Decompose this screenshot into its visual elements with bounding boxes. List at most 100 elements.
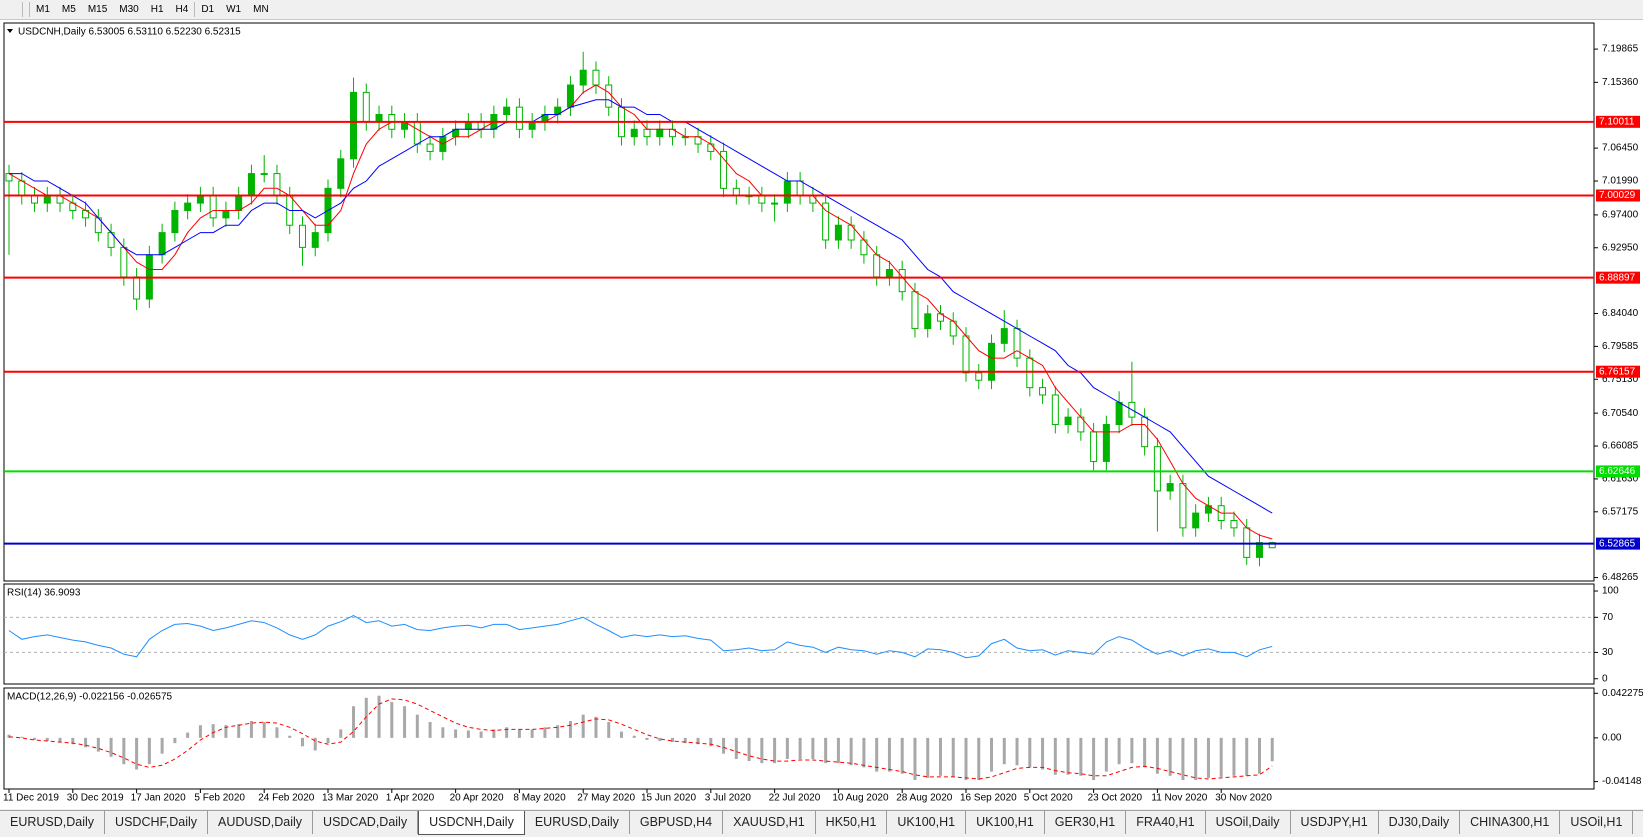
macd-bar <box>938 737 942 776</box>
chart-tab[interactable]: GBPUSD,H4 <box>630 811 724 834</box>
macd-bar <box>428 722 432 738</box>
y-tick-label: 100 <box>1602 586 1619 597</box>
chart-tab[interactable]: UK100,H1 <box>887 811 967 834</box>
macd-bar <box>862 737 866 768</box>
macd-bar <box>1194 737 1198 781</box>
macd-bar <box>990 737 994 772</box>
candle-body <box>579 69 587 86</box>
candle-body <box>18 180 26 197</box>
timeframe-button[interactable]: M5 <box>61 4 76 15</box>
chart-tab[interactable]: USOil,H1 <box>1560 811 1634 834</box>
macd-bar <box>785 737 789 759</box>
plot-area <box>4 615 1594 659</box>
panel-frame <box>3 687 1595 790</box>
macd-bar <box>1181 737 1185 781</box>
macd-bar <box>530 729 534 738</box>
macd-bar <box>403 706 407 738</box>
x-tick-label: 8 May 2020 <box>513 793 566 804</box>
candle-body <box>1102 424 1110 462</box>
macd-bar <box>619 731 623 738</box>
macd-bar <box>466 730 470 738</box>
chart-tab[interactable]: AUDUSD,Daily <box>208 811 314 834</box>
level-label: 6.76157 <box>1599 366 1636 377</box>
macd-bar <box>900 737 904 774</box>
macd-bar <box>824 737 828 764</box>
timeframe-button[interactable]: M1 <box>29 2 56 17</box>
candle-body <box>1026 357 1034 389</box>
y-tick-label: 70 <box>1602 612 1614 623</box>
candle-body <box>1255 542 1263 558</box>
macd-bar <box>1130 737 1134 764</box>
candle-body <box>1000 328 1008 344</box>
candle-body <box>898 269 906 293</box>
candle-body <box>222 209 230 219</box>
macd-bar <box>1143 737 1147 768</box>
chart-tab[interactable]: USDCAD,Daily <box>313 811 419 834</box>
macd-bar <box>722 737 726 754</box>
timeframe-button[interactable]: D1 <box>194 2 220 17</box>
candle-body <box>413 121 421 145</box>
chart-tab[interactable]: USOil,Daily <box>1206 811 1291 834</box>
timeframe-button[interactable]: W1 <box>226 4 242 15</box>
candle-body <box>1090 431 1098 462</box>
level-label: 7.00029 <box>1599 190 1636 201</box>
macd-bar <box>198 725 202 738</box>
candle-body <box>31 195 39 204</box>
chart-tab[interactable]: UK100,H1 <box>966 811 1045 834</box>
level-label-box <box>1596 189 1640 202</box>
timeframe-button[interactable]: MN <box>253 4 269 15</box>
macd-bar <box>556 725 560 738</box>
chart-tab[interactable]: USDCNH,Daily <box>418 811 525 835</box>
candle-body <box>1268 542 1276 549</box>
x-tick-label: 15 Jun 2020 <box>641 793 696 804</box>
x-tick-label: 1 Apr 2020 <box>386 793 435 804</box>
candle-body <box>184 202 192 211</box>
macd-bar <box>7 734 11 738</box>
chart-tab[interactable]: EURUSD,Daily <box>0 811 106 834</box>
macd-bar <box>875 737 879 772</box>
macd-bar <box>734 737 738 759</box>
x-tick-label: 30 Nov 2020 <box>1215 793 1272 804</box>
candle-body <box>273 173 281 197</box>
chart-tab[interactable]: FRA40,H1 <box>1126 811 1206 834</box>
timeframe-button[interactable]: H4 <box>175 4 189 15</box>
macd-bar <box>1053 737 1057 775</box>
macd-bar <box>275 727 279 738</box>
macd-bar <box>71 737 75 745</box>
chart-tab[interactable]: USDJPY,H1 <box>1291 811 1379 834</box>
toolbar-icon <box>0 2 23 17</box>
chart-tab[interactable]: USDCHF,Daily <box>105 811 208 834</box>
chart-tab[interactable]: CHINA300,H1 <box>1460 811 1561 834</box>
candle-body <box>503 106 511 116</box>
chart-tab[interactable]: DJ30,Daily <box>1379 811 1461 834</box>
chart-tab[interactable]: EURUSD,Daily <box>525 811 630 834</box>
candle-body <box>962 335 970 374</box>
candle-body <box>783 180 791 204</box>
candle-body <box>592 69 600 86</box>
candle-body <box>1013 328 1021 359</box>
candle-body <box>1153 446 1161 492</box>
title-marker <box>7 29 13 33</box>
candle-body <box>528 121 536 130</box>
level-label: 6.52865 <box>1599 538 1636 549</box>
panel-frame <box>3 22 1595 582</box>
macd-bar <box>1028 737 1032 768</box>
macd-bar <box>352 706 356 738</box>
x-tick-label: 16 Sep 2020 <box>960 793 1017 804</box>
candle-body <box>630 128 638 138</box>
chart-tab[interactable]: GER30,H1 <box>1045 811 1127 834</box>
macd-bar <box>926 737 930 778</box>
candle-body <box>1230 519 1238 529</box>
timeframe-button[interactable]: M30 <box>119 4 139 15</box>
plot-area <box>5 51 1276 567</box>
macd-bar <box>1066 737 1070 775</box>
timeframe-button[interactable]: H1 <box>150 4 164 15</box>
chart-tab[interactable]: XAUUSD,H1 <box>723 811 816 834</box>
macd-bar <box>58 737 62 743</box>
chart-tab[interactable]: HK50,H1 <box>816 811 888 834</box>
timeframe-button[interactable]: M15 <box>87 4 108 15</box>
candle-body <box>771 202 779 205</box>
macd-bar <box>364 697 368 738</box>
macd-bar <box>671 737 675 743</box>
candle-body <box>885 269 893 278</box>
